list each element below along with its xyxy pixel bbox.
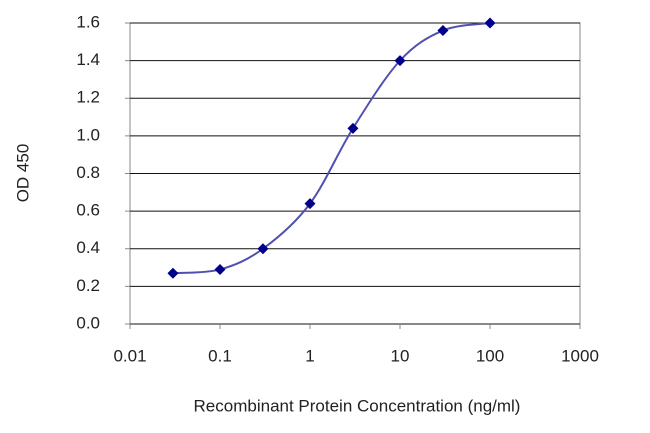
data-point [394, 55, 406, 67]
data-point [214, 263, 226, 275]
y-tick-label: 0.8 [76, 163, 100, 182]
series-line [172, 22, 491, 275]
y-tick-label: 1.4 [76, 50, 100, 69]
data-point [304, 198, 316, 210]
data-point [437, 25, 449, 37]
x-tick-label: 0.01 [113, 346, 146, 365]
y-axis-title: OD 450 [13, 144, 32, 203]
y-tick-label: 0.0 [76, 313, 100, 332]
y-tick-label: 0.6 [76, 201, 100, 220]
y-tick-label: 1.0 [76, 125, 100, 144]
y-tick-label: 1.2 [76, 88, 100, 107]
y-tick-label: 0.4 [76, 238, 100, 257]
data-point [484, 17, 496, 29]
x-axis-title: Recombinant Protein Concentration (ng/ml… [194, 396, 521, 415]
data-point [257, 243, 269, 255]
x-tick-label: 10 [391, 346, 410, 365]
data-point [347, 122, 359, 134]
x-tick-label: 0.1 [208, 346, 232, 365]
y-tick-label: 0.2 [76, 276, 100, 295]
y-tick-label: 1.6 [76, 12, 100, 31]
data-point [167, 267, 179, 279]
x-tick-label: 100 [476, 346, 504, 365]
x-tick-label: 1000 [561, 346, 599, 365]
x-tick-label: 1 [305, 346, 314, 365]
